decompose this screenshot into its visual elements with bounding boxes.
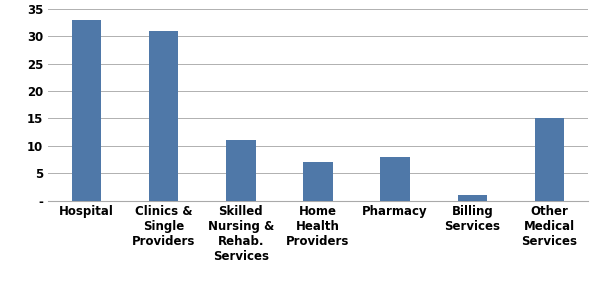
Bar <box>226 140 256 201</box>
Bar <box>149 31 178 201</box>
Bar <box>535 118 564 201</box>
Bar <box>380 157 410 201</box>
Bar <box>458 195 487 201</box>
Bar <box>304 162 332 201</box>
Bar <box>72 20 101 201</box>
